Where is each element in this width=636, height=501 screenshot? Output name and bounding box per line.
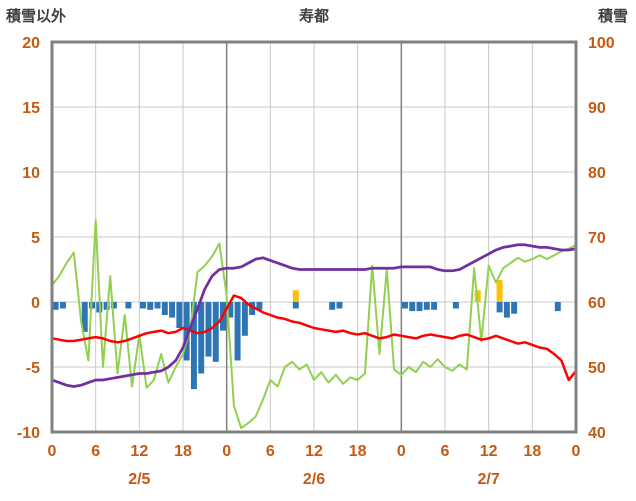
precipitation-bar [147,302,154,310]
chart-title: 寿都 [299,7,329,25]
right-axis-tick: 80 [588,165,606,182]
date-label: 2/5 [128,471,150,488]
precipitation-bar [256,302,263,310]
precipitation-bar [190,302,197,390]
left-axis-tick: 20 [22,35,40,52]
precipitation-bar [409,302,416,312]
plot-border [50,40,578,434]
precipitation-bar [52,302,59,310]
x-axis-tick: 0 [397,443,406,460]
right-axis-tick: 100 [588,35,615,52]
precipitation-bar [212,302,219,362]
precipitation-bar [329,302,336,310]
left-axis-tick: 15 [22,100,40,117]
precipitation-bar [452,302,459,309]
precipitation-bar [161,302,168,315]
precipitation-bar [292,302,299,309]
right-axis-title: 積雪 [597,7,628,25]
left-axis-tick: 10 [22,165,40,182]
precipitation-bar [103,302,110,310]
x-axis-tick: 18 [349,443,367,460]
precipitation-bar [416,302,423,312]
precipitation-bar [154,302,161,309]
x-axis-tick: 18 [523,443,541,460]
snow-depth-line [50,243,578,388]
precipitation-bar [503,302,510,318]
precipitation-bar [125,302,132,309]
left-axis-tick: 0 [31,295,40,312]
right-axis-tick: 60 [588,295,606,312]
x-axis-tick: 0 [48,443,57,460]
precipitation-bar [110,302,117,309]
x-axis-tick: 0 [222,443,231,460]
x-axis-tick: 12 [130,443,148,460]
right-axis-tick: 70 [588,230,606,247]
date-label: 2/7 [478,471,500,488]
precipitation-bar [81,302,88,332]
right-axis-tick: 40 [588,425,606,442]
date-label: 2/6 [303,471,325,488]
left-axis-title: 積雪以外 [5,7,66,25]
x-axis-tick: 12 [305,443,323,460]
precipitation-bar [139,302,146,309]
x-axis-tick: 12 [480,443,498,460]
temperature-line [50,294,578,382]
precipitation-bar [227,302,234,318]
precipitation-bar [169,302,176,318]
x-axis-tick: 6 [91,443,100,460]
left-axis-tick: -5 [26,360,40,377]
precipitation-bar [176,302,183,328]
sunshine-bar [292,290,299,302]
precipitation-bar [336,302,343,309]
precipitation-bar [554,302,561,312]
right-axis-tick: 50 [588,360,606,377]
precipitation-bar [183,302,190,361]
precipitation-bar [511,302,518,314]
precipitation-bar [401,302,408,309]
x-axis-tick: 0 [572,443,581,460]
left-axis-tick: -10 [17,425,40,442]
left-axis-tick: 5 [31,230,40,247]
x-axis-tick: 18 [174,443,192,460]
precipitation-bar [423,302,430,310]
x-axis-tick: 6 [266,443,275,460]
precipitation-bar [249,302,256,315]
sunshine-bar [496,279,503,302]
precipitation-bar [496,302,503,313]
x-axis-tick: 6 [441,443,450,460]
precipitation-bar [234,302,241,361]
precipitation-bar [198,302,205,374]
precipitation-bar [241,302,248,336]
precipitation-bar [59,302,66,309]
right-axis-tick: 90 [588,100,606,117]
precipitation-bar [431,302,438,310]
